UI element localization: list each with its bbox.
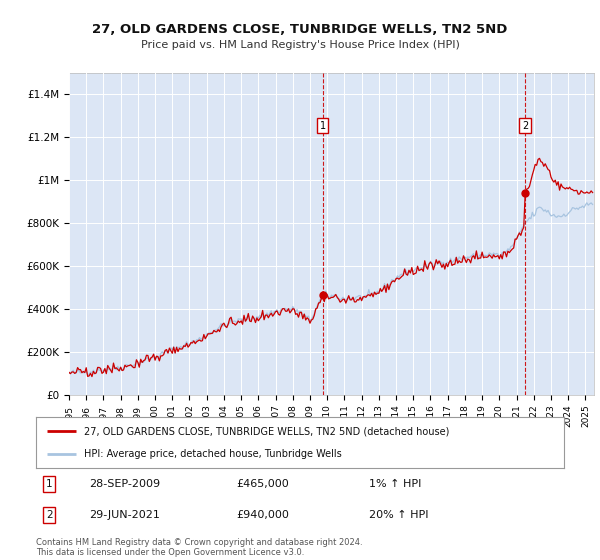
Text: Price paid vs. HM Land Registry's House Price Index (HPI): Price paid vs. HM Land Registry's House … xyxy=(140,40,460,50)
Text: Contains HM Land Registry data © Crown copyright and database right 2024.
This d: Contains HM Land Registry data © Crown c… xyxy=(36,538,362,557)
Text: 1: 1 xyxy=(320,121,326,131)
Text: HPI: Average price, detached house, Tunbridge Wells: HPI: Average price, detached house, Tunb… xyxy=(83,449,341,459)
Text: 28-SEP-2009: 28-SEP-2009 xyxy=(89,479,160,489)
Text: £465,000: £465,000 xyxy=(236,479,289,489)
Text: 1: 1 xyxy=(46,479,53,489)
Text: £940,000: £940,000 xyxy=(236,510,290,520)
Text: 20% ↑ HPI: 20% ↑ HPI xyxy=(368,510,428,520)
Text: 27, OLD GARDENS CLOSE, TUNBRIDGE WELLS, TN2 5ND (detached house): 27, OLD GARDENS CLOSE, TUNBRIDGE WELLS, … xyxy=(83,426,449,436)
Text: 2: 2 xyxy=(46,510,53,520)
Text: 1% ↑ HPI: 1% ↑ HPI xyxy=(368,479,421,489)
Text: 2: 2 xyxy=(522,121,528,131)
Text: 27, OLD GARDENS CLOSE, TUNBRIDGE WELLS, TN2 5ND: 27, OLD GARDENS CLOSE, TUNBRIDGE WELLS, … xyxy=(92,24,508,36)
Text: 29-JUN-2021: 29-JUN-2021 xyxy=(89,510,160,520)
Bar xyxy=(323,73,525,395)
